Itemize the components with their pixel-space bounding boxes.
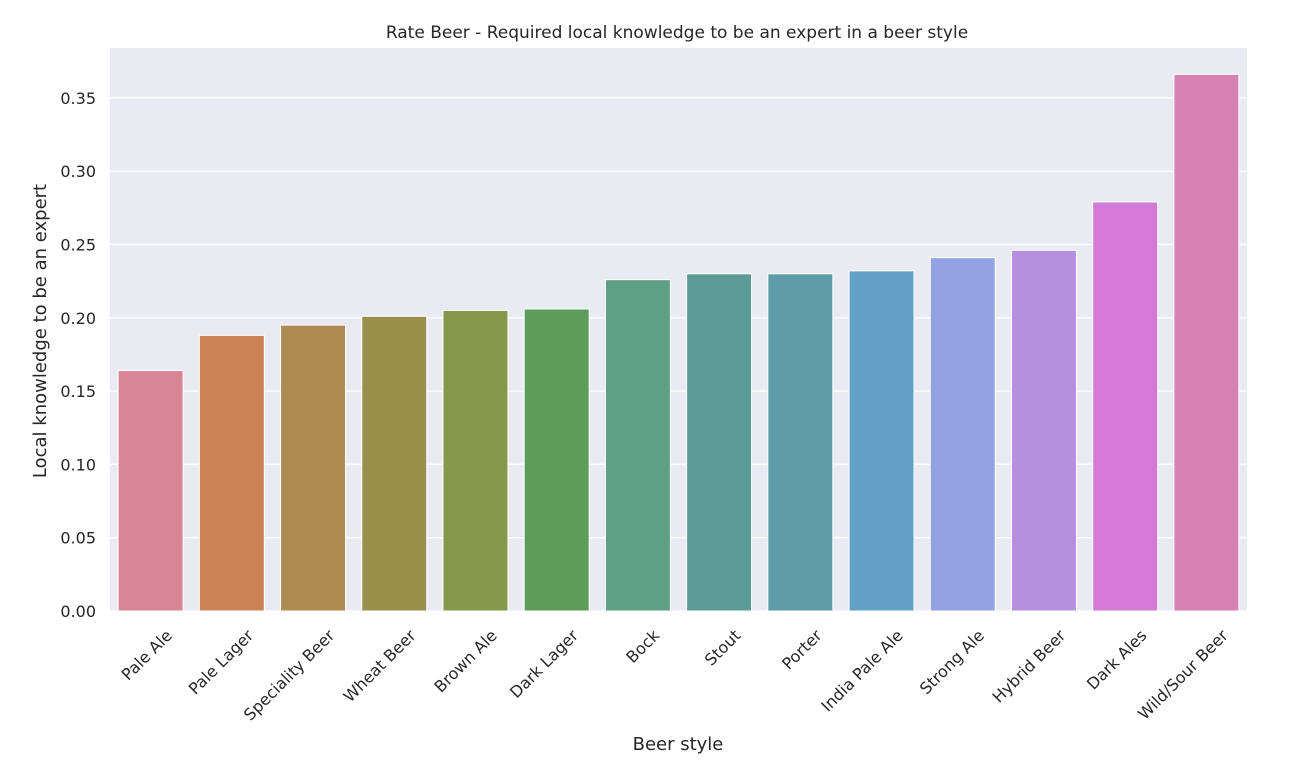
- y-tick-label: 0.15: [60, 382, 96, 401]
- x-tick-label: Wheat Beer: [340, 626, 420, 706]
- x-tick-label: Dark Lager: [506, 626, 582, 702]
- bar: [198, 334, 265, 612]
- bar: [1010, 249, 1077, 612]
- bar: [442, 309, 509, 612]
- chart-title: Rate Beer - Required local knowledge to …: [386, 23, 968, 43]
- x-tick-label: Dark Ales: [1083, 626, 1151, 694]
- x-tick-label: Bock: [622, 625, 663, 666]
- bar: [929, 257, 996, 612]
- y-axis-ticks: 0.00 0.05 0.10 0.15 0.20 0.25 0.30 0.35: [60, 89, 96, 621]
- bar: [686, 273, 753, 612]
- y-tick-label: 0.00: [60, 602, 96, 621]
- y-tick-label: 0.25: [60, 235, 96, 254]
- bar: [280, 324, 347, 612]
- bar: [361, 315, 428, 612]
- y-tick-label: 0.10: [60, 455, 96, 474]
- x-tick-label: Strong Ale: [916, 626, 988, 698]
- x-axis-title: Beer style: [633, 734, 724, 755]
- bar: [848, 270, 915, 612]
- bar: [523, 308, 590, 612]
- bar: [117, 370, 184, 612]
- bars: [117, 73, 1240, 612]
- x-tick-label: Stout: [701, 626, 745, 670]
- bar: [1173, 73, 1240, 612]
- x-tick-label: Hybrid Beer: [989, 626, 1070, 707]
- bar: [767, 273, 834, 612]
- y-tick-label: 0.20: [60, 309, 96, 328]
- x-tick-label: Brown Ale: [430, 626, 500, 696]
- bar: [1092, 201, 1159, 612]
- x-tick-label: Pale Ale: [118, 626, 176, 684]
- x-tick-label: India Pale Ale: [817, 626, 907, 716]
- y-tick-label: 0.35: [60, 89, 96, 108]
- bar: [604, 279, 671, 612]
- x-tick-label: Porter: [778, 626, 826, 674]
- y-axis-title: Local knowledge to be an expert: [30, 184, 51, 478]
- y-tick-label: 0.05: [60, 529, 96, 548]
- y-tick-label: 0.30: [60, 162, 96, 181]
- x-tick-label: Pale Lager: [185, 626, 258, 699]
